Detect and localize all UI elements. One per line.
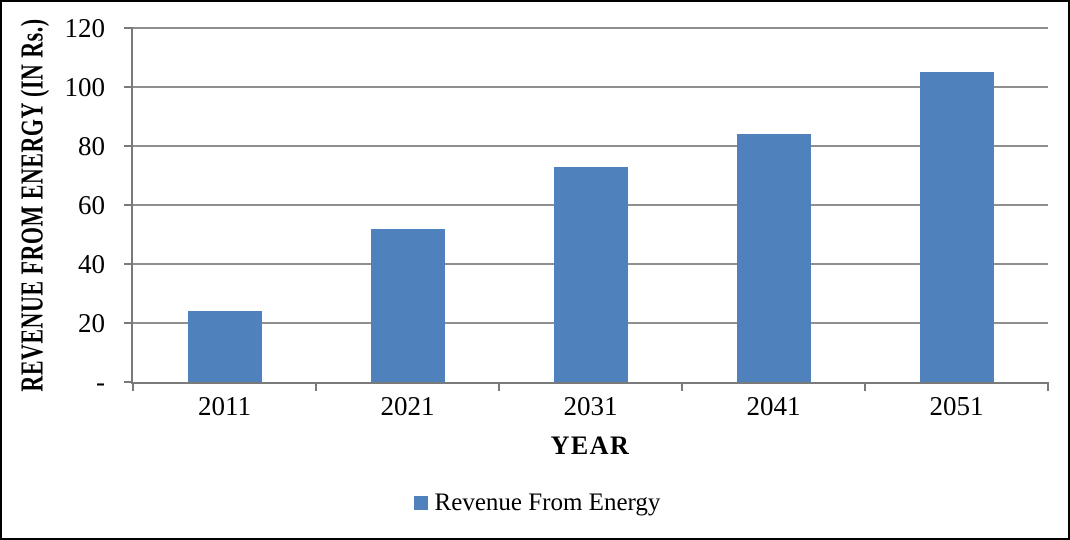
y-tick-label: 20 (78, 308, 105, 338)
x-category-label: 2041 (746, 391, 801, 421)
x-category-label: 2031 (563, 391, 618, 421)
x-category-label: 2011 (198, 391, 251, 421)
y-tick-mark (124, 145, 133, 147)
y-tick-label: - (96, 367, 105, 397)
y-tick-mark (124, 322, 133, 324)
legend-label: Revenue From Energy (434, 489, 661, 516)
x-axis-title: YEAR (550, 431, 631, 460)
x-tick-mark (315, 382, 317, 391)
y-axis-tick-labels: - 20 40 60 80 100 120 (2, 13, 106, 397)
bar-2041 (736, 134, 811, 382)
y-tick-mark (124, 27, 133, 29)
y-tick-mark (124, 263, 133, 265)
x-tick-mark (1047, 382, 1049, 391)
y-tick-mark (124, 204, 133, 206)
x-tick-mark (132, 382, 134, 391)
y-tick-label: 40 (78, 249, 105, 279)
y-tick-label: 80 (78, 131, 105, 161)
bar-2021 (370, 228, 445, 382)
bar-2031 (553, 166, 628, 382)
y-tick-label: 120 (64, 13, 106, 43)
legend-swatch-icon (413, 496, 428, 510)
gridline-120 (133, 27, 1048, 29)
x-tick-mark (864, 382, 866, 391)
legend: Revenue From Energy (2, 489, 1068, 517)
gridline-100 (133, 86, 1048, 88)
x-category-label: 2051 (929, 391, 984, 421)
x-category-label: 2021 (380, 391, 435, 421)
bar-2051 (919, 72, 994, 382)
x-axis-category-labels: 2011 2021 2031 2041 2051 (131, 391, 1048, 423)
x-tick-mark (498, 382, 500, 391)
x-tick-mark (681, 382, 683, 391)
y-tick-label: 60 (78, 190, 105, 220)
y-tick-label: 100 (64, 72, 106, 102)
gridline-80 (133, 145, 1048, 147)
plot-area (124, 27, 1049, 391)
bar-2011 (187, 311, 262, 382)
y-tick-mark (124, 86, 133, 88)
y-tick-mark (124, 381, 133, 383)
